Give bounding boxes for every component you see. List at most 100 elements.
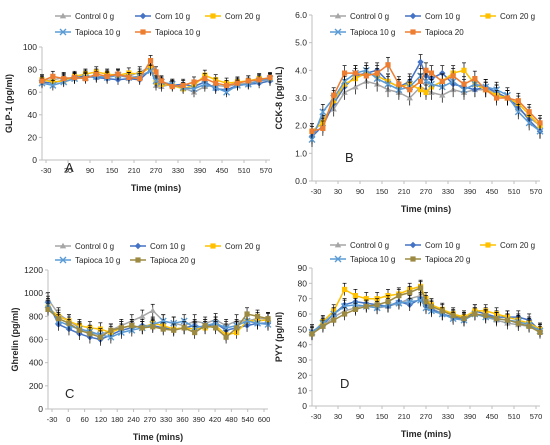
y-tick-label: 100 (23, 42, 37, 52)
data-point (526, 323, 532, 329)
data-point (49, 81, 57, 89)
data-point (243, 317, 251, 325)
x-axis-title: Time (mins) (401, 429, 451, 439)
x-tick-label: 150 (376, 187, 389, 196)
x-tick-label: 90 (356, 187, 364, 196)
panel-letter: C (65, 386, 74, 401)
data-point (341, 77, 349, 85)
data-point (139, 313, 146, 319)
data-point (152, 77, 160, 85)
data-point (118, 325, 124, 331)
series-5 (309, 56, 543, 139)
data-point (319, 108, 327, 116)
data-point (192, 329, 198, 336)
legend-label: Corn 10 g (150, 242, 185, 251)
data-point (153, 69, 159, 75)
data-point (309, 331, 315, 337)
data-point (483, 87, 489, 93)
y-tick-label: 2.0 (295, 121, 307, 131)
data-point (45, 306, 51, 312)
data-point (245, 78, 251, 84)
data-point (406, 94, 413, 101)
data-point (254, 319, 262, 327)
legend-label: Corn 20 g (225, 242, 260, 251)
series-line (47, 306, 269, 336)
series-line (47, 308, 269, 339)
x-tick-label: 210 (398, 412, 411, 421)
y-tick-label: 40 (28, 110, 38, 120)
data-point (363, 296, 369, 302)
data-point (147, 57, 154, 64)
data-point (180, 82, 186, 89)
y-tick-label: 60 (28, 87, 38, 97)
data-point (76, 327, 83, 333)
data-point (223, 334, 229, 340)
data-point (233, 325, 240, 331)
data-point (472, 76, 478, 82)
data-point (129, 323, 135, 329)
y-tick-label: 1.0 (295, 148, 307, 158)
data-point (71, 74, 78, 81)
data-point (423, 299, 429, 305)
y-tick-label: 80 (298, 278, 308, 288)
legend-label: Tapioca 10 g (350, 255, 395, 264)
y-axis-title: GLP-1 (pg/ml) (4, 74, 14, 133)
data-point (396, 293, 402, 299)
data-point (504, 95, 511, 101)
data-point (93, 71, 99, 77)
data-point (352, 306, 359, 312)
legend-marker (210, 13, 216, 19)
data-point (536, 127, 544, 135)
legend: Control 0 g Corn 10 g Corn 20 g Tapioca 10 … (55, 242, 260, 265)
y-axis-title: CCK-8 (pg/mL) (274, 67, 284, 130)
data-point (256, 77, 262, 83)
legend: Control 0 g Corn 10 g Corn 20 g Tapioca 10 … (330, 12, 535, 37)
data-point (352, 70, 359, 76)
data-point (202, 323, 208, 329)
x-tick-label: 480 (225, 415, 238, 424)
legend-label: Tapioca 20 (425, 28, 464, 37)
y-tick-label: 60 (298, 309, 308, 319)
legend-label: Tapioca 10 g (155, 28, 200, 37)
data-point (514, 108, 522, 116)
legend-marker (334, 241, 342, 248)
data-point (417, 78, 424, 84)
series-line (47, 302, 268, 341)
x-tick-label: 450 (216, 166, 229, 175)
y-tick-label: 600 (29, 335, 43, 345)
chart-panel-b: 0.0 1.0 2.0 3.0 4.0 5.0 6.0 -30 30 90 150 210 270 330… (274, 10, 544, 214)
x-tick-label: 30 (334, 412, 342, 421)
x-tick-label: -30 (47, 415, 58, 424)
data-point (202, 76, 208, 82)
data-point (331, 317, 337, 323)
data-point (223, 82, 230, 89)
x-axis-title: Time (mins) (131, 183, 181, 193)
data-point (181, 325, 187, 331)
data-point (385, 62, 391, 68)
y-axis-title: PYY (pg/ml) (274, 312, 284, 362)
data-point (213, 325, 219, 331)
y-tick-label: 0 (32, 155, 37, 165)
x-tick-label: 270 (420, 412, 433, 421)
y-tick-label: 40 (298, 340, 308, 350)
legend-marker (59, 256, 67, 264)
y-tick-label: 4.0 (295, 65, 307, 75)
x-tick-label: 240 (127, 415, 140, 424)
data-point (537, 120, 543, 126)
data-point (422, 77, 430, 85)
data-point (244, 311, 250, 317)
data-point (439, 92, 446, 98)
legend: Control 0 g Corn 10 g Corn 20 g Tapioca 10 … (330, 241, 535, 264)
x-tick-label: 0 (66, 415, 70, 424)
panel-letter: A (65, 160, 74, 175)
x-tick-label: -30 (311, 187, 322, 196)
x-tick-label: 330 (442, 412, 455, 421)
x-axis-title: Time (mins) (401, 204, 451, 214)
x-tick-label: -30 (41, 166, 52, 175)
x-tick-label: 600 (258, 415, 271, 424)
data-point (427, 80, 435, 88)
data-point (450, 73, 456, 79)
legend-label: Corn 20 g (225, 12, 260, 21)
legend: Control 0 g Corn 10 g Corn 20 g Tapioca 10 … (55, 12, 260, 37)
legend-marker (485, 242, 491, 248)
